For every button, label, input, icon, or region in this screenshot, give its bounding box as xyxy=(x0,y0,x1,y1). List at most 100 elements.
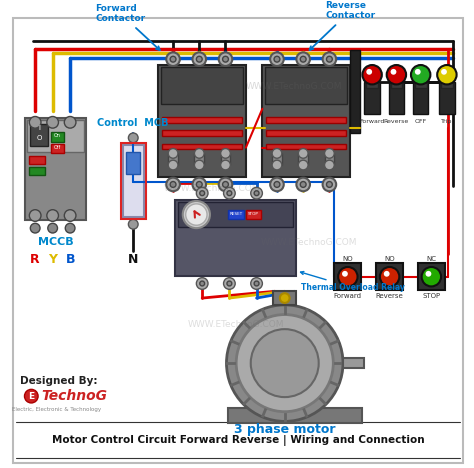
Circle shape xyxy=(220,160,230,170)
Circle shape xyxy=(47,210,58,221)
Bar xyxy=(273,291,296,305)
Circle shape xyxy=(166,52,180,66)
Circle shape xyxy=(236,314,333,412)
Circle shape xyxy=(296,178,310,191)
Circle shape xyxy=(196,187,208,199)
Circle shape xyxy=(325,148,334,158)
Text: Forward
Contactor: Forward Contactor xyxy=(95,4,160,50)
Circle shape xyxy=(366,69,372,75)
Circle shape xyxy=(254,281,259,286)
Text: Forward: Forward xyxy=(334,293,362,299)
Text: RESET: RESET xyxy=(229,212,243,216)
Circle shape xyxy=(380,267,399,286)
Circle shape xyxy=(338,267,357,286)
Text: Reverse
Contactor: Reverse Contactor xyxy=(310,1,375,50)
Bar xyxy=(120,143,146,219)
Circle shape xyxy=(272,148,282,158)
Text: WWW.ETechnoG.COM: WWW.ETechnoG.COM xyxy=(188,320,284,329)
Bar xyxy=(175,200,296,276)
Circle shape xyxy=(327,182,332,187)
Bar xyxy=(158,65,246,177)
Text: WWW.ETechnoG.COM: WWW.ETechnoG.COM xyxy=(164,184,260,193)
Circle shape xyxy=(227,305,343,421)
Circle shape xyxy=(342,271,348,277)
Bar xyxy=(265,67,347,104)
Circle shape xyxy=(200,281,205,286)
Bar xyxy=(178,202,293,227)
Circle shape xyxy=(280,293,290,303)
Circle shape xyxy=(391,69,396,75)
Circle shape xyxy=(194,148,204,158)
Circle shape xyxy=(200,191,205,196)
Circle shape xyxy=(363,65,382,84)
Text: Electric, Electronic & Technology: Electric, Electronic & Technology xyxy=(12,407,101,412)
Circle shape xyxy=(251,329,319,397)
Bar xyxy=(391,80,402,88)
Text: Motor Control Circuit Forward Reverse | Wiring and Connection: Motor Control Circuit Forward Reverse | … xyxy=(52,435,424,446)
Circle shape xyxy=(272,160,282,170)
Circle shape xyxy=(30,223,40,233)
Circle shape xyxy=(25,389,38,403)
Bar xyxy=(163,144,242,149)
Bar xyxy=(228,210,244,219)
Bar xyxy=(30,124,48,146)
Text: Reverse: Reverse xyxy=(384,119,409,124)
Bar xyxy=(228,408,363,424)
Bar xyxy=(51,144,64,154)
Bar xyxy=(415,80,427,88)
Circle shape xyxy=(422,267,441,286)
Text: NC: NC xyxy=(426,256,437,262)
Bar xyxy=(127,153,140,174)
Circle shape xyxy=(64,117,76,128)
Circle shape xyxy=(296,52,310,66)
Circle shape xyxy=(196,278,208,289)
Circle shape xyxy=(384,271,390,277)
Circle shape xyxy=(219,52,232,66)
Bar xyxy=(366,80,378,88)
Circle shape xyxy=(437,65,456,84)
Bar xyxy=(334,263,362,290)
Bar xyxy=(389,82,404,114)
Circle shape xyxy=(170,56,176,62)
Circle shape xyxy=(29,210,41,221)
Circle shape xyxy=(128,133,138,143)
Circle shape xyxy=(196,182,202,187)
Bar xyxy=(441,80,453,88)
Circle shape xyxy=(194,160,204,170)
Text: O: O xyxy=(36,135,42,141)
Text: OFF: OFF xyxy=(415,119,427,124)
Circle shape xyxy=(323,52,336,66)
Circle shape xyxy=(325,160,334,170)
Text: Off: Off xyxy=(54,145,61,149)
Text: WWW.ETechnoG.COM: WWW.ETechnoG.COM xyxy=(246,82,343,91)
Text: On: On xyxy=(54,133,61,138)
Circle shape xyxy=(327,56,332,62)
Bar xyxy=(26,118,86,220)
Text: NO: NO xyxy=(343,256,353,262)
Bar xyxy=(29,156,45,164)
Circle shape xyxy=(300,182,306,187)
Bar xyxy=(272,154,282,165)
Text: STOP: STOP xyxy=(422,293,440,299)
Circle shape xyxy=(441,69,447,75)
Bar xyxy=(162,67,243,104)
Circle shape xyxy=(223,182,228,187)
Circle shape xyxy=(323,178,336,191)
Circle shape xyxy=(227,281,232,286)
Text: Y: Y xyxy=(48,253,57,266)
Circle shape xyxy=(219,178,232,191)
Circle shape xyxy=(220,148,230,158)
Bar xyxy=(220,154,230,165)
Circle shape xyxy=(227,191,232,196)
Circle shape xyxy=(300,56,306,62)
Bar xyxy=(27,120,84,153)
Bar xyxy=(246,210,262,219)
Circle shape xyxy=(186,204,207,225)
Circle shape xyxy=(274,56,280,62)
Circle shape xyxy=(47,117,58,128)
Text: R: R xyxy=(30,253,40,266)
Bar xyxy=(168,154,178,165)
Text: MCCB: MCCB xyxy=(38,237,73,247)
Circle shape xyxy=(298,160,308,170)
Text: Thermal Overload Relay: Thermal Overload Relay xyxy=(301,271,405,292)
